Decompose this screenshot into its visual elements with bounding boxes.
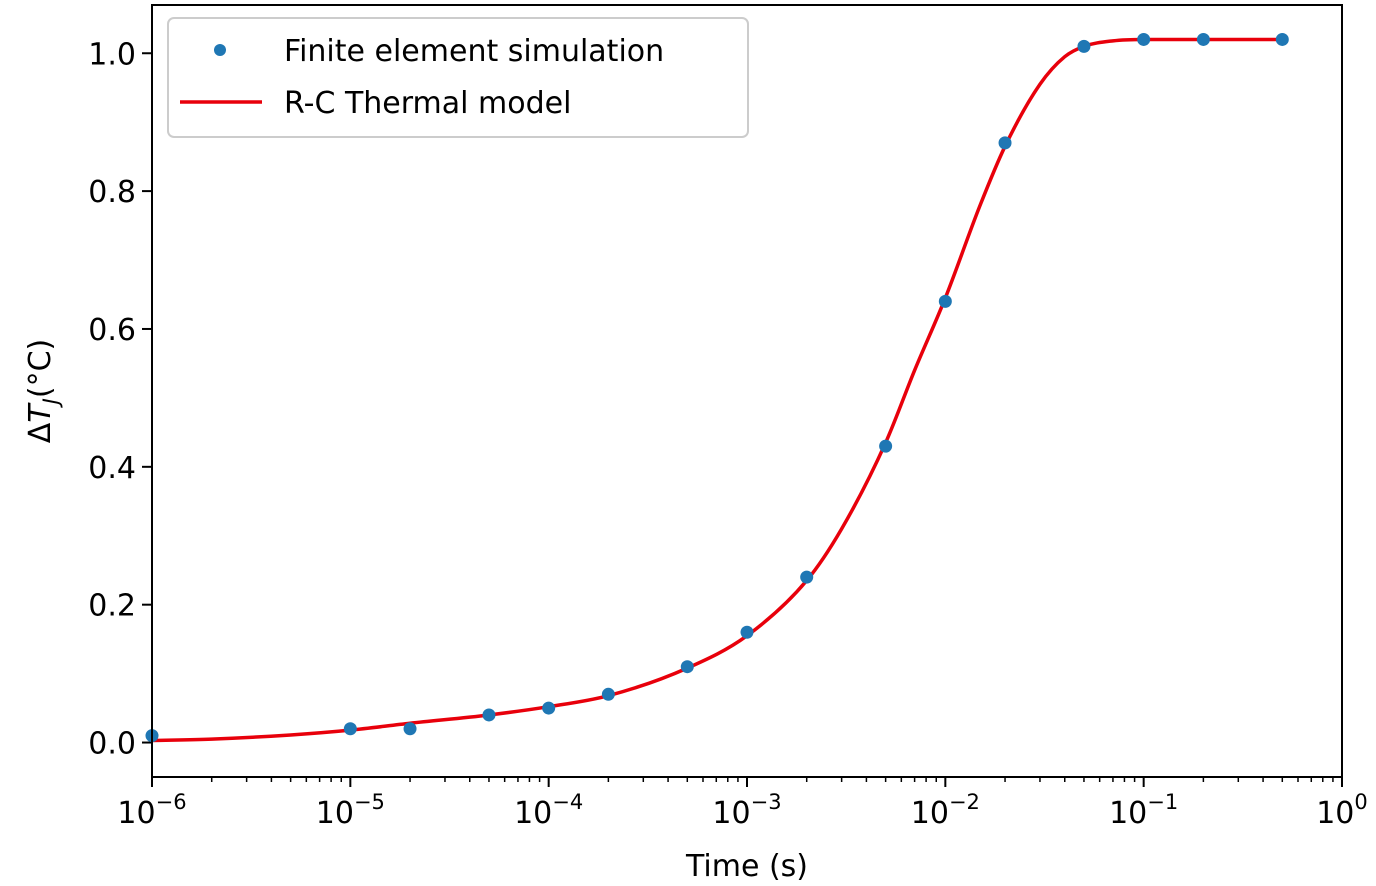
y-axis-title-variable: T [23,402,58,423]
data-point-finite-element [740,625,754,639]
x-tick-label-exponent: 0 [1354,790,1367,814]
x-tick-label-exponent: −4 [552,790,583,814]
y-tick-label: 1.0 [88,37,136,72]
x-tick-label-base: 10 [1316,796,1354,831]
legend-label-finite-element: Finite element simulation [284,34,664,69]
x-tick-label: 10−1 [1109,790,1178,831]
x-axis: 10−6 10−5 10−4 10−3 10−2 10−1 100 [117,777,1368,831]
x-tick-label: 10−5 [316,790,385,831]
y-tick-label: 0.2 [88,589,136,624]
series-layer [145,32,1289,743]
data-point-finite-element [1137,32,1151,46]
plot-frame [151,4,1343,778]
legend-box [167,17,749,138]
x-tick-label-base: 10 [1109,796,1147,831]
y-tick-label: 0.8 [88,175,136,210]
y-axis: 0.0 0.2 0.4 0.6 0.8 1.0 [88,37,152,762]
data-point-finite-element [482,708,496,722]
data-point-finite-element [879,439,893,453]
x-tick-label: 10−3 [712,790,781,831]
y-tick-label: 0.6 [88,313,136,348]
y-axis-title-delta: Δ [23,422,58,443]
legend-marker-finite-element [214,44,226,56]
x-axis-title: Time (s) [685,849,808,884]
y-tick-label: 0.0 [88,727,136,762]
x-tick-label-exponent: −2 [949,790,980,814]
data-point-finite-element [542,701,556,715]
data-point-finite-element [1077,39,1091,53]
x-tick-label-base: 10 [911,796,949,831]
x-tick-label: 10−4 [514,790,583,831]
data-point-finite-element [680,660,694,674]
data-point-finite-element [938,294,952,308]
x-tick-label-base: 10 [117,796,155,831]
x-tick-label: 10−2 [911,790,980,831]
data-point-finite-element [1196,32,1210,46]
data-point-finite-element [800,570,814,584]
x-tick-label-exponent: −5 [354,790,385,814]
data-point-finite-element [998,136,1012,150]
x-tick-label: 100 [1316,790,1368,831]
x-tick-label-exponent: −6 [156,790,187,814]
data-point-finite-element [343,722,357,736]
y-axis-title-subscript: J [39,398,63,408]
y-axis-title-unit: (°C) [23,339,58,398]
x-tick-label-exponent: −1 [1147,790,1178,814]
x-tick-label: 10−6 [117,790,186,831]
legend-label-rc-model: R-C Thermal model [284,86,571,121]
data-point-finite-element [601,687,615,701]
data-point-finite-element [403,722,417,736]
x-tick-label-base: 10 [514,796,552,831]
x-tick-label-base: 10 [316,796,354,831]
data-point-finite-element [1275,32,1289,46]
y-tick-label: 0.4 [88,451,136,486]
legend: Finite element simulation R-C Thermal mo… [167,17,749,138]
x-tick-label-base: 10 [712,796,750,831]
x-tick-label-exponent: −3 [751,790,782,814]
y-axis-title: ΔTJ(°C) [23,339,63,443]
